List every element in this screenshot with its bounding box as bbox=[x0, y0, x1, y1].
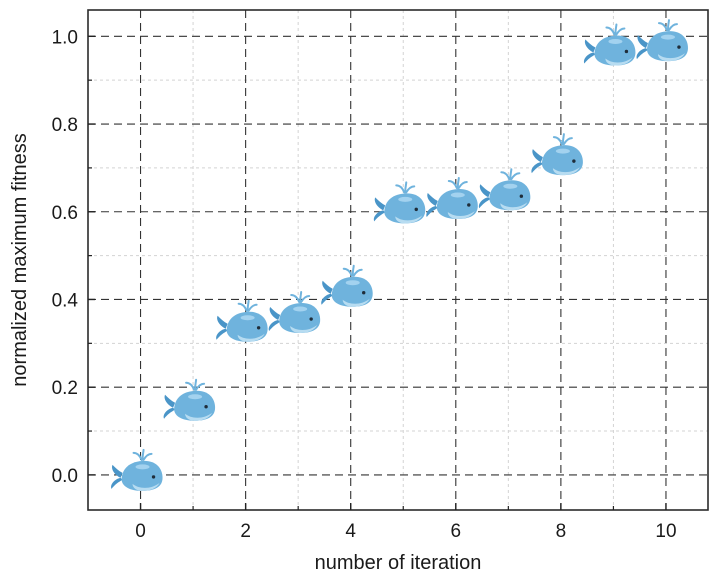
y-tick-label: 0.0 bbox=[52, 466, 78, 487]
plot-frame bbox=[87, 9, 709, 511]
x-tick-label: 2 bbox=[240, 521, 251, 542]
grid-minor bbox=[88, 10, 708, 510]
y-tick-label: 0.6 bbox=[52, 203, 78, 224]
y-axis-label: normalized maximum fitness bbox=[9, 133, 31, 386]
x-tick-label: 4 bbox=[345, 521, 356, 542]
x-tick-label: 10 bbox=[655, 521, 676, 542]
x-tick-label: 0 bbox=[135, 521, 146, 542]
axis-ticks bbox=[88, 35, 667, 510]
plot-background bbox=[88, 10, 708, 510]
x-axis-label: number of iteration bbox=[315, 552, 482, 574]
y-tick-label: 0.4 bbox=[52, 290, 79, 311]
grid-major bbox=[88, 10, 708, 510]
y-tick-label: 1.0 bbox=[52, 27, 78, 48]
y-tick-label: 0.8 bbox=[52, 115, 78, 136]
axis-tick-labels: 0 2 4 6 8 10 0.0 0.2 0.4 0.6 0.8 1.0 bbox=[52, 27, 677, 542]
x-tick-label: 6 bbox=[451, 521, 462, 542]
y-tick-label: 0.2 bbox=[52, 378, 78, 399]
x-tick-label: 8 bbox=[556, 521, 567, 542]
